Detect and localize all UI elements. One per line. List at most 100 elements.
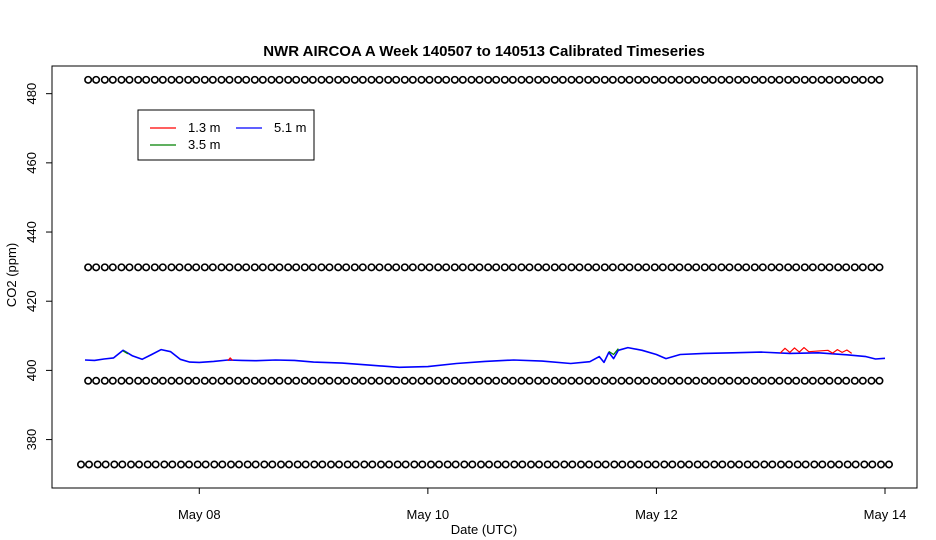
calibration-point — [534, 460, 543, 469]
calibration-point — [467, 75, 476, 84]
calibration-point — [725, 75, 734, 84]
calibration-point — [800, 263, 809, 272]
calibration-point — [158, 75, 167, 84]
calibration-point — [800, 376, 809, 385]
calibration-point — [842, 75, 851, 84]
calibration-point — [808, 75, 817, 84]
calibration-point — [825, 376, 834, 385]
calibration-point — [525, 263, 534, 272]
calibration-point — [776, 460, 785, 469]
calibration-point — [734, 376, 743, 385]
calibration-point — [500, 75, 509, 84]
calibration-point — [158, 263, 167, 272]
calibration-point — [318, 460, 327, 469]
calibration-point — [375, 75, 384, 84]
calibration-point — [408, 263, 417, 272]
calibration-point — [267, 75, 276, 84]
calibration-point — [250, 263, 259, 272]
calibration-point — [125, 263, 134, 272]
calibration-point — [717, 376, 726, 385]
calibration-point — [384, 376, 393, 385]
calibration-point — [542, 75, 551, 84]
calibration-point — [301, 460, 310, 469]
calibration-point — [651, 460, 660, 469]
calibration-point — [275, 263, 284, 272]
calibration-point — [700, 75, 709, 84]
y-tick-label: 380 — [24, 429, 39, 451]
calibration-point — [275, 75, 284, 84]
calibration-point — [85, 460, 94, 469]
calibration-point — [125, 75, 134, 84]
calibration-point — [142, 376, 151, 385]
x-axis-label: Date (UTC) — [451, 522, 517, 537]
calibration-point — [708, 263, 717, 272]
calibration-point — [843, 460, 852, 469]
y-tick-label: 400 — [24, 360, 39, 382]
calibration-point — [643, 460, 652, 469]
calibration-point — [325, 75, 334, 84]
calibration-point — [834, 376, 843, 385]
calibration-point — [458, 376, 467, 385]
legend-box — [137, 109, 315, 161]
calibration-point — [658, 263, 667, 272]
calibration-point — [658, 75, 667, 84]
calibration-point — [850, 376, 859, 385]
calibration-point — [476, 460, 485, 469]
calibration-point — [751, 460, 760, 469]
calibration-point — [792, 376, 801, 385]
calibration-point — [326, 460, 335, 469]
calibration-point — [443, 460, 452, 469]
calibration-point — [734, 75, 743, 84]
calibration-point — [858, 75, 867, 84]
calibration-point — [208, 75, 217, 84]
calibration-point — [410, 460, 419, 469]
calibration-point — [660, 460, 669, 469]
calibration-point — [608, 376, 617, 385]
calibration-point — [584, 376, 593, 385]
calibration-point — [884, 460, 893, 469]
calibration-point — [775, 376, 784, 385]
calibration-point — [384, 75, 393, 84]
calibration-point — [800, 75, 809, 84]
calibration-point — [575, 263, 584, 272]
calibration-point — [575, 75, 584, 84]
calibration-point — [368, 460, 377, 469]
calibration-point — [550, 75, 559, 84]
calibration-point — [234, 376, 243, 385]
calibration-point — [134, 75, 143, 84]
calibration-point — [517, 376, 526, 385]
calibration-point — [875, 75, 884, 84]
calibration-point — [617, 376, 626, 385]
calibration-point — [642, 263, 651, 272]
calibration-point — [492, 263, 501, 272]
calibration-point — [876, 460, 885, 469]
calibration-point — [84, 75, 93, 84]
calibration-point — [334, 263, 343, 272]
calibration-point — [808, 376, 817, 385]
calibration-point — [484, 376, 493, 385]
calibration-point — [817, 75, 826, 84]
calibration-point — [550, 263, 559, 272]
calibration-point — [492, 376, 501, 385]
calibration-markers — [77, 75, 893, 469]
calibration-point — [468, 460, 477, 469]
calibration-point — [543, 460, 552, 469]
calibration-point — [758, 376, 767, 385]
calibration-point — [342, 263, 351, 272]
calibration-point — [150, 376, 159, 385]
calibration-point — [710, 460, 719, 469]
calibration-point — [642, 376, 651, 385]
calibration-point — [676, 460, 685, 469]
calibration-point — [200, 263, 209, 272]
calibration-point — [167, 263, 176, 272]
calibration-point — [200, 75, 209, 84]
calibration-point — [260, 460, 269, 469]
calibration-point — [300, 376, 309, 385]
calibration-point — [458, 263, 467, 272]
calibration-point — [400, 376, 409, 385]
calibration-point — [768, 460, 777, 469]
calibration-point — [558, 263, 567, 272]
calibration-point — [267, 263, 276, 272]
calibration-point — [601, 460, 610, 469]
chart-title: NWR AIRCOA A Week 140507 to 140513 Calib… — [263, 43, 705, 60]
